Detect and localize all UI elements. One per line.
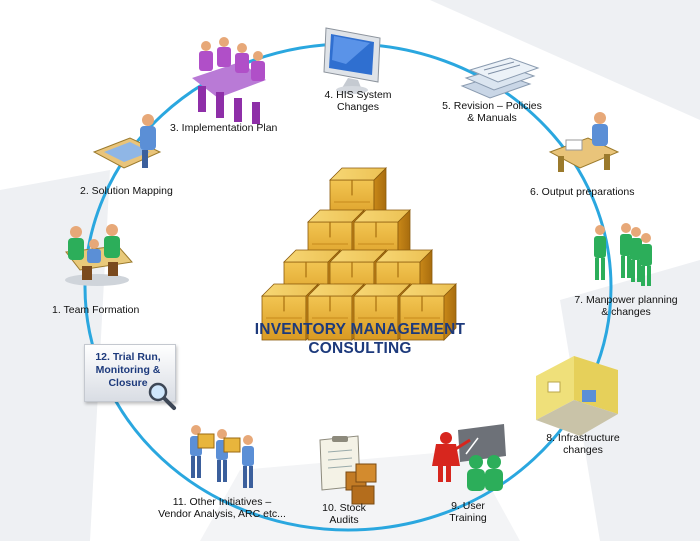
title-line-1: INVENTORY MANAGEMENT bbox=[254, 321, 466, 338]
room-icon bbox=[536, 356, 618, 436]
step-2-label: 2. Solution Mapping bbox=[80, 185, 173, 197]
inventory-boxes-icon bbox=[261, 167, 457, 341]
documents-icon bbox=[460, 57, 540, 99]
step-1-label: 1. Team Formation bbox=[52, 304, 140, 316]
computer-monitor-icon bbox=[323, 27, 381, 94]
team-meeting-icon bbox=[65, 224, 133, 286]
inventory-box bbox=[399, 283, 457, 341]
step-4-label: 4. HIS System Changes bbox=[324, 89, 392, 113]
step-7-label: 7. Manpower planning & changes bbox=[574, 294, 678, 318]
desk-worker-icon bbox=[548, 112, 620, 172]
step-3-label: 3. Implementation Plan bbox=[170, 122, 278, 134]
planning-desk-icon bbox=[92, 114, 162, 169]
title-line-2: CONSULTING bbox=[308, 340, 412, 357]
step-9-label: 9. User Training bbox=[449, 500, 487, 524]
step-6-label: 6. Output preparations bbox=[530, 186, 635, 198]
inventory-box bbox=[353, 283, 411, 341]
presentation-icon bbox=[432, 424, 506, 491]
staff-figures-icon bbox=[594, 223, 652, 286]
step-10-label: 10. Stock Audits bbox=[322, 502, 366, 526]
center-title: INVENTORY MANAGEMENT CONSULTING bbox=[230, 320, 490, 358]
conference-room-icon bbox=[192, 37, 266, 124]
magnifier-overlay bbox=[148, 382, 176, 410]
step-8-label: 8. Infrastructure changes bbox=[546, 432, 620, 456]
box-carriers-icon bbox=[190, 425, 254, 488]
step-12-label: 12. Trial Run, Monitoring & Closure bbox=[95, 351, 161, 389]
step-5-label: 5. Revision – Policies & Manuals bbox=[442, 100, 542, 124]
step-11-label: 11. Other Initiatives – Vendor Analysis,… bbox=[158, 496, 286, 520]
clipboard-boxes-icon bbox=[319, 435, 377, 505]
